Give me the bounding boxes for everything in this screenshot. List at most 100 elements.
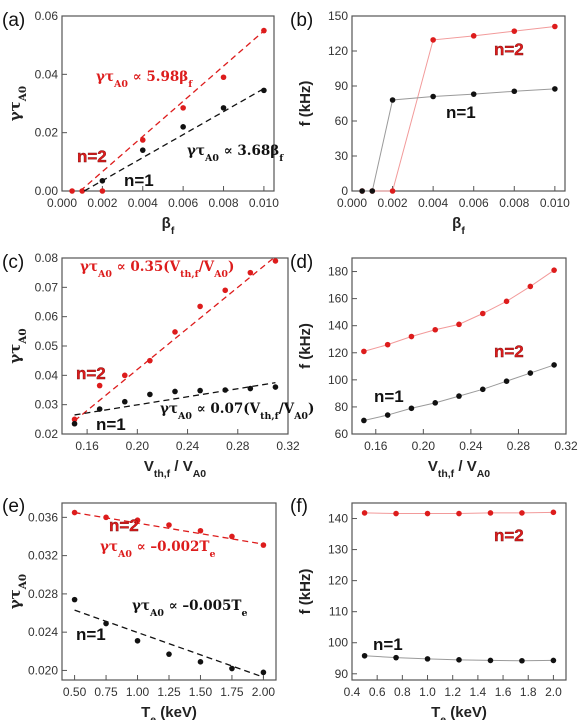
y-tick-label: 0.04 xyxy=(35,67,59,81)
y-tick-label: 0.06 xyxy=(35,310,59,324)
data-point-n=2 xyxy=(551,267,557,273)
data-point-n=1 xyxy=(408,405,415,412)
data-point-n=1 xyxy=(139,147,146,153)
x-tick-label: 0.20 xyxy=(412,439,436,453)
x-tick-label: 0.24 xyxy=(176,439,200,453)
mode-label: n=2 xyxy=(76,364,106,383)
data-point-n=2 xyxy=(96,382,103,389)
mode-label: n=2 xyxy=(109,516,139,535)
x-tick-label: 0.000 xyxy=(337,196,367,210)
data-point-n=2 xyxy=(71,416,78,423)
panel-letter: (c) xyxy=(2,252,24,273)
data-point-n=2 xyxy=(550,509,557,516)
y-tick-label: 0.00 xyxy=(35,184,59,198)
data-point-n=2 xyxy=(139,137,146,143)
data-point-n=1 xyxy=(96,406,103,412)
x-tick-label: 0.010 xyxy=(249,196,279,210)
y-tick-label: 80 xyxy=(335,400,349,414)
fit-equation: γτA0 ∝ –0.002Te xyxy=(100,539,215,560)
plot-frame xyxy=(351,257,567,435)
y-tick-label: 90 xyxy=(335,79,349,93)
x-tick-label: 0.20 xyxy=(126,439,150,453)
y-tick-label: 60 xyxy=(335,427,349,441)
y-axis-label: f (kHz) xyxy=(297,569,314,615)
data-point-n=2 xyxy=(503,298,510,305)
data-point-n=1 xyxy=(180,124,186,130)
fit-equation: γτA0 ∝ 0.35(Vth,f/VA0) xyxy=(80,259,234,280)
y-tick-label: 0.07 xyxy=(35,280,59,294)
x-tick-label: 0.002 xyxy=(378,196,408,210)
data-point-n=2 xyxy=(456,510,462,517)
y-tick-label: 60 xyxy=(335,114,349,128)
data-point-n=1 xyxy=(487,657,494,664)
fit-equation: γτA0 ∝ –0.005Te xyxy=(132,598,247,619)
data-point-n=1 xyxy=(550,657,557,664)
data-point-n=2 xyxy=(220,74,227,81)
y-tick-label: 0 xyxy=(341,184,348,198)
data-point-n=1 xyxy=(134,637,141,644)
data-point-n=1 xyxy=(424,656,431,662)
data-point-n=2 xyxy=(103,514,109,521)
panel-letter: (a) xyxy=(2,10,25,31)
y-axis-label: γτA0 xyxy=(6,574,29,609)
x-tick-label: 0.75 xyxy=(94,685,118,699)
y-tick-label: 0.03 xyxy=(35,398,59,412)
x-axis-label: Vth,f / VA0 xyxy=(428,458,490,480)
x-tick-label: 1.8 xyxy=(520,685,537,699)
panel-a: 0.000 0.002 0.004 0.006 0.008 0.010 0.00 0.02 0.… xyxy=(2,9,284,237)
data-point-n=2 xyxy=(519,510,525,516)
data-point-n=1 xyxy=(456,393,462,399)
y-tick-label: 120 xyxy=(328,346,348,360)
data-point-n=1 xyxy=(197,387,203,394)
x-tick-label: 0.6 xyxy=(369,685,386,699)
data-point-n=2 xyxy=(487,510,494,516)
x-tick-label: 0.006 xyxy=(459,196,489,210)
x-axis-label: βf xyxy=(452,215,465,237)
data-point-n=1 xyxy=(229,665,235,672)
x-tick-label: 1.50 xyxy=(189,685,213,699)
data-point-n=1 xyxy=(361,652,368,659)
x-axis-label: βf xyxy=(162,215,175,237)
x-tick-label: 2.00 xyxy=(252,685,276,699)
y-tick-label: 0.024 xyxy=(28,625,58,639)
data-point-n=2 xyxy=(408,333,415,340)
mode-label: n=2 xyxy=(494,342,524,361)
data-point-n=2 xyxy=(260,542,267,548)
y-tick-label: 0.08 xyxy=(35,251,59,265)
data-point-n=2 xyxy=(147,357,153,364)
data-point-n=2 xyxy=(247,269,254,276)
x-tick-label: 0.24 xyxy=(459,439,483,453)
data-point-n=1 xyxy=(121,398,128,405)
y-tick-label: 100 xyxy=(328,373,348,387)
x-tick-label: 0.28 xyxy=(507,439,531,453)
y-tick-label: 0.05 xyxy=(35,339,59,353)
y-tick-label: 140 xyxy=(328,512,348,526)
data-point-n=2 xyxy=(479,310,486,317)
mode-label: n=1 xyxy=(76,625,106,644)
data-point-n=2 xyxy=(172,329,178,335)
data-point-n=1 xyxy=(71,596,78,603)
panel-letter: (d) xyxy=(290,252,313,273)
data-point-n=2 xyxy=(79,188,85,194)
data-point-n=1 xyxy=(393,654,399,661)
fit-line-n=1 xyxy=(74,382,276,416)
data-point-n=2 xyxy=(272,258,279,264)
fit-line-n=2 xyxy=(79,28,267,192)
data-point-n=2 xyxy=(361,510,368,516)
data-point-n=2 xyxy=(511,28,518,34)
y-tick-label: 140 xyxy=(328,319,348,333)
data-point-n=1 xyxy=(359,188,365,194)
panel-e: 0.50 0.75 1.00 1.25 1.50 1.75 2.00 0.020 0.024 0.… xyxy=(2,496,277,720)
x-tick-label: 1.6 xyxy=(495,685,512,699)
x-axis-label: Te (keV) xyxy=(431,704,487,720)
data-point-n=2 xyxy=(432,326,439,333)
data-point-n=1 xyxy=(369,188,376,194)
panel-f: 0.4 0.6 0.8 1.0 1.2 1.4 1.6 1.8 2.0 90 100 110 120 13… xyxy=(290,496,567,720)
data-point-n=2 xyxy=(389,188,396,194)
y-tick-label: 0.020 xyxy=(28,663,58,677)
panel-c: 0.16 0.20 0.24 0.28 0.32 0.02 0.03 0.04 0.05 0.06… xyxy=(2,251,314,480)
data-point-n=2 xyxy=(166,522,172,528)
data-point-n=1 xyxy=(99,177,106,184)
fit-equation: γτA0 ∝ 5.98βf xyxy=(96,69,193,90)
panel-letter: (b) xyxy=(290,10,313,31)
